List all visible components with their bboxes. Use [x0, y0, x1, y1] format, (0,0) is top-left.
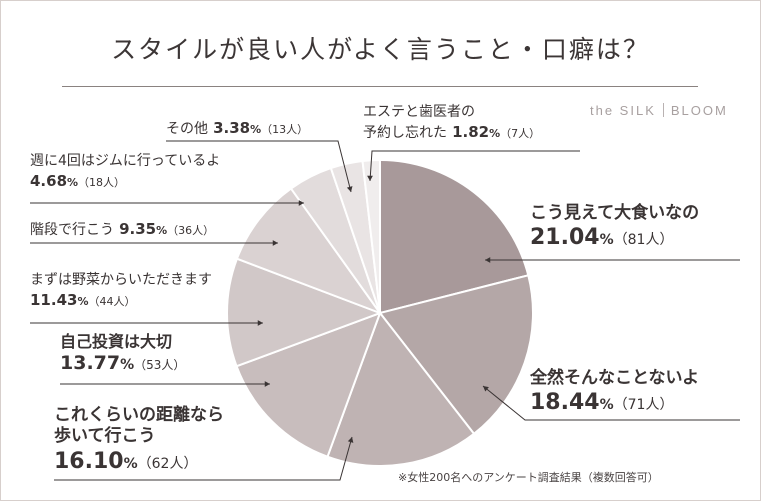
slice-5-name: 階段で行こう — [30, 222, 114, 238]
slice-4-count: （44人） — [88, 294, 136, 308]
slice-6-name: 週に4回はジムに行っているよ — [30, 153, 221, 169]
brand-separator — [662, 103, 664, 117]
slice-0-name: こう見えて大食いなの — [530, 203, 700, 223]
slice-3-percent: 13.77% — [60, 352, 135, 374]
leader-arrow-2 — [347, 437, 354, 443]
slice-8-percent: 1.82% — [452, 122, 501, 141]
leader-lines — [30, 140, 740, 481]
leader-line-7 — [166, 140, 352, 193]
pie-slice-0 — [379, 158, 530, 315]
slice-0-percent: 21.04% — [530, 225, 614, 251]
brand-logo: the SILK BLOOM — [590, 103, 728, 118]
slice-2-name-line2: 歩いて行こう — [54, 426, 156, 447]
slice-8-count: （7人） — [500, 126, 541, 140]
slice-label-2: これくらいの距離なら 歩いて行こう 16.10%（62人） — [54, 405, 224, 475]
leader-arrow-8 — [367, 175, 373, 181]
slice-4-name: まずは野菜からいただきます — [30, 272, 212, 288]
slice-label-8: エステと歯医者の 予約し忘れた 1.82%（7人） — [363, 104, 540, 142]
leader-arrow-0 — [485, 257, 491, 263]
slice-1-percent: 18.44% — [530, 390, 614, 416]
leader-arrow-6 — [298, 200, 304, 206]
slice-4-percent: 11.43% — [30, 290, 89, 309]
slice-label-5: 階段で行こう 9.35%（36人） — [30, 219, 214, 240]
slice-8-name-line2: 予約し忘れた — [363, 124, 447, 141]
brand-right: BLOOM — [670, 103, 728, 118]
leader-line-1 — [482, 385, 740, 421]
chart-title: スタイルが良い人がよく言うこと・口癖は？ — [111, 35, 650, 64]
slice-8-name-line1: エステと歯医者の — [363, 104, 475, 120]
slice-6-count: （18人） — [78, 175, 126, 189]
slice-5-count: （36人） — [167, 224, 215, 237]
slice-5-percent: 9.35% — [119, 220, 168, 238]
leader-arrow-7 — [346, 186, 353, 192]
slice-3-count: （53人） — [134, 358, 186, 372]
slice-7-name: その他 — [166, 121, 208, 137]
brand-left: the SILK — [590, 103, 656, 118]
slice-label-0: こう見えて大食いなの 21.04%（81人） — [530, 203, 699, 252]
leader-arrow-4 — [257, 320, 263, 326]
slice-7-count: （13人） — [261, 123, 309, 136]
slice-2-percent: 16.10% — [54, 448, 138, 474]
leader-arrow-5 — [272, 240, 278, 246]
slice-label-1: 全然そんなことないよ 18.44%（71人） — [530, 368, 699, 417]
leader-arrow-3 — [264, 381, 270, 387]
slice-label-3: 自己投資は大切 13.77%（53人） — [60, 332, 185, 376]
pie-slices — [226, 158, 534, 467]
leader-arrow-1 — [483, 386, 489, 392]
slice-3-name: 自己投資は大切 — [60, 332, 173, 351]
pie-slice-2 — [326, 310, 476, 467]
survey-note: ※女性200名へのアンケート調査結果（複数回答可） — [398, 471, 659, 484]
slice-label-7: その他 3.38%（13人） — [166, 118, 308, 139]
slice-label-4: まずは野菜からいただきます 11.43%（44人） — [30, 272, 212, 310]
slice-1-name: 全然そんなことないよ — [530, 368, 700, 388]
leader-line-8 — [369, 150, 580, 182]
pie-slice-1 — [378, 274, 534, 436]
slice-1-count: （71人） — [613, 397, 674, 414]
slice-2-name-line1: これくらいの距離なら — [54, 405, 224, 425]
slice-6-percent: 4.68% — [30, 171, 79, 190]
pie-slice-5 — [235, 187, 383, 316]
title-divider — [62, 86, 698, 87]
pie-slice-4 — [226, 257, 383, 368]
leader-line-2 — [54, 436, 353, 481]
slice-2-count: （62人） — [137, 455, 198, 472]
slice-label-6: 週に4回はジムに行っているよ 4.68%（18人） — [30, 153, 220, 191]
pie-slice-3 — [235, 311, 382, 458]
slice-0-count: （81人） — [613, 232, 674, 249]
slice-7-percent: 3.38% — [213, 119, 262, 137]
